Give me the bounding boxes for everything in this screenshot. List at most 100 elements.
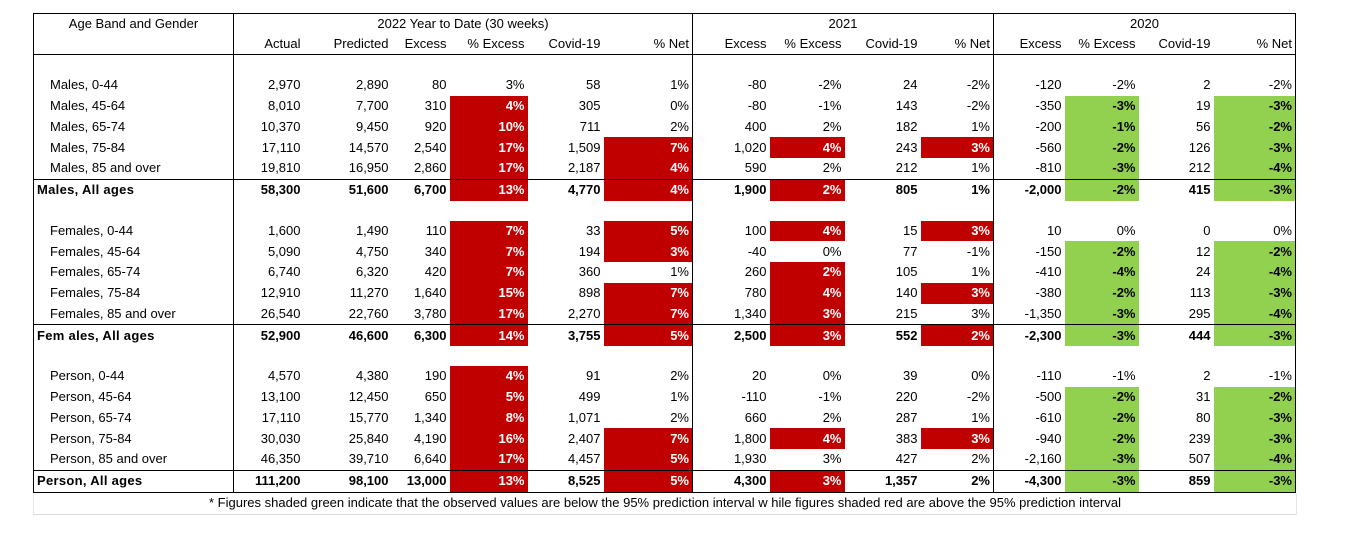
table-cell: 105 <box>895 264 918 280</box>
table-cell: -2% <box>1213 386 1296 408</box>
table-cell: 4% <box>603 158 693 180</box>
table-cell: 14% <box>449 324 528 346</box>
table-cell: 1% <box>971 409 990 425</box>
table-cell: 22,760 <box>348 305 389 321</box>
table-cell: 46,350 <box>233 449 304 471</box>
table-cell: -2% <box>1112 77 1136 93</box>
table-row: Males, 0-44 2,970 2,890 80 3% 58 1% -80 -2% 24 -2%… <box>33 75 1296 96</box>
table-cell: -3% <box>1064 449 1139 471</box>
table-cell: -3% <box>1213 178 1296 201</box>
table-cell: 0% <box>670 98 689 114</box>
spacer-cell <box>770 55 845 76</box>
spacer-cell <box>450 346 528 366</box>
spacer-cell <box>1139 55 1214 76</box>
table-cell: 4,570 <box>233 366 304 387</box>
table-cell: -2% <box>1064 407 1139 429</box>
table-cell: -1% <box>1213 366 1296 387</box>
table-cell: -3% <box>1064 158 1139 180</box>
column-header-blank <box>33 34 234 55</box>
column-header: Actual <box>233 34 304 55</box>
table-cell: -4% <box>1213 449 1296 471</box>
table-cell: 12 <box>1196 243 1211 259</box>
spacer-cell <box>1213 346 1296 366</box>
table-cell: 1% <box>920 178 994 201</box>
table-cell: -2% <box>1064 241 1139 262</box>
table-cell: 8,010 <box>233 95 304 117</box>
table-cell: 3% <box>769 469 845 493</box>
table-cell: 2,270 <box>567 305 601 321</box>
table-cell: 4% <box>603 178 693 201</box>
table-cell: 19 <box>1196 98 1211 114</box>
table-cell: 4% <box>449 95 528 117</box>
table-cell: -2,300 <box>993 324 1065 346</box>
table-cell: 4,380 <box>355 368 389 384</box>
table-cell: 2,500 <box>692 324 770 346</box>
table-cell: 340 <box>424 243 447 259</box>
table-cell: 212 <box>895 160 918 176</box>
table-cell: 13% <box>449 178 528 201</box>
column-header: % Net <box>1213 34 1296 55</box>
table-cell: 56 <box>1196 118 1211 134</box>
table-cell: 110 <box>425 222 447 238</box>
column-header: Excess <box>692 34 770 55</box>
table-cell: 310 <box>424 98 447 114</box>
spacer-cell <box>33 200 234 221</box>
table-cell: -3% <box>1213 469 1296 493</box>
excess-mortality-table: Age Band and Gender 2022 Year to Date (30… <box>33 13 1296 493</box>
table-cell: 1,020 <box>692 137 770 158</box>
table-cell: 25,840 <box>348 430 389 446</box>
table-cell: -40 <box>692 241 770 262</box>
table-cell: 2% <box>822 118 842 134</box>
table-cell: 5% <box>603 324 693 346</box>
table-cell: -410 <box>993 262 1065 283</box>
table-cell: 383 <box>895 430 918 446</box>
table-cell: 12,910 <box>233 282 304 304</box>
table-cell: 0% <box>822 368 842 384</box>
table-cell: 7% <box>449 262 528 283</box>
table-cell: 33 <box>586 222 601 238</box>
spacer-cell <box>33 346 234 366</box>
table-cell: 0 <box>1203 222 1211 238</box>
table-cell: -120 <box>993 75 1065 96</box>
table-cell: -80 <box>692 95 770 117</box>
table-cell: 4,457 <box>567 451 601 467</box>
table-cell: 1% <box>670 389 689 405</box>
column-header: Covid-19 <box>1138 34 1214 55</box>
table-cell: 3% <box>822 451 842 467</box>
table-cell: 0% <box>1116 222 1136 238</box>
spacer-cell <box>392 346 450 366</box>
table-cell: 3% <box>920 220 994 242</box>
spacer-cell <box>1065 201 1139 221</box>
table-cell: 5% <box>603 220 693 242</box>
table-cell: 5% <box>603 469 693 493</box>
table-cell: 2% <box>670 368 689 384</box>
spacer-cell <box>993 346 1065 366</box>
row-label: Males, 0-44 <box>33 75 234 96</box>
table-cell: 17,110 <box>233 407 304 429</box>
table-cell: -3% <box>1064 469 1139 493</box>
table-cell: 220 <box>895 389 918 405</box>
total-row: Fem ales, All ages 52,900 46,600 6,300 14% 3,… <box>33 324 1296 346</box>
table-cell: -2% <box>966 98 990 114</box>
table-cell: 5% <box>449 386 528 408</box>
corner-header: Age Band and Gender <box>33 13 234 34</box>
table-cell: 143 <box>895 98 918 114</box>
table-cell: 0% <box>971 368 990 384</box>
table-cell: -3% <box>1064 303 1139 325</box>
table-cell: -610 <box>993 407 1065 429</box>
table-cell: 1,600 <box>233 220 304 242</box>
table-cell: -380 <box>993 282 1065 304</box>
table-cell: 2% <box>920 324 994 346</box>
table-cell: 3% <box>603 241 693 262</box>
column-header: Covid-19 <box>844 34 921 55</box>
table-cell: 15 <box>903 222 918 238</box>
table-cell: -110 <box>993 366 1065 387</box>
table-cell: 1,340 <box>692 303 770 325</box>
table-row: Males, 65-74 10,370 9,450 920 10% 711 2% 400 2% 1… <box>33 116 1296 138</box>
table-cell: 4,300 <box>692 469 770 493</box>
spacer-cell <box>692 200 770 221</box>
spacer-cell <box>233 200 304 221</box>
row-label: Females, 75-84 <box>33 282 234 304</box>
table-cell: 4,770 <box>527 178 604 201</box>
table-cell: 920 <box>424 118 447 134</box>
